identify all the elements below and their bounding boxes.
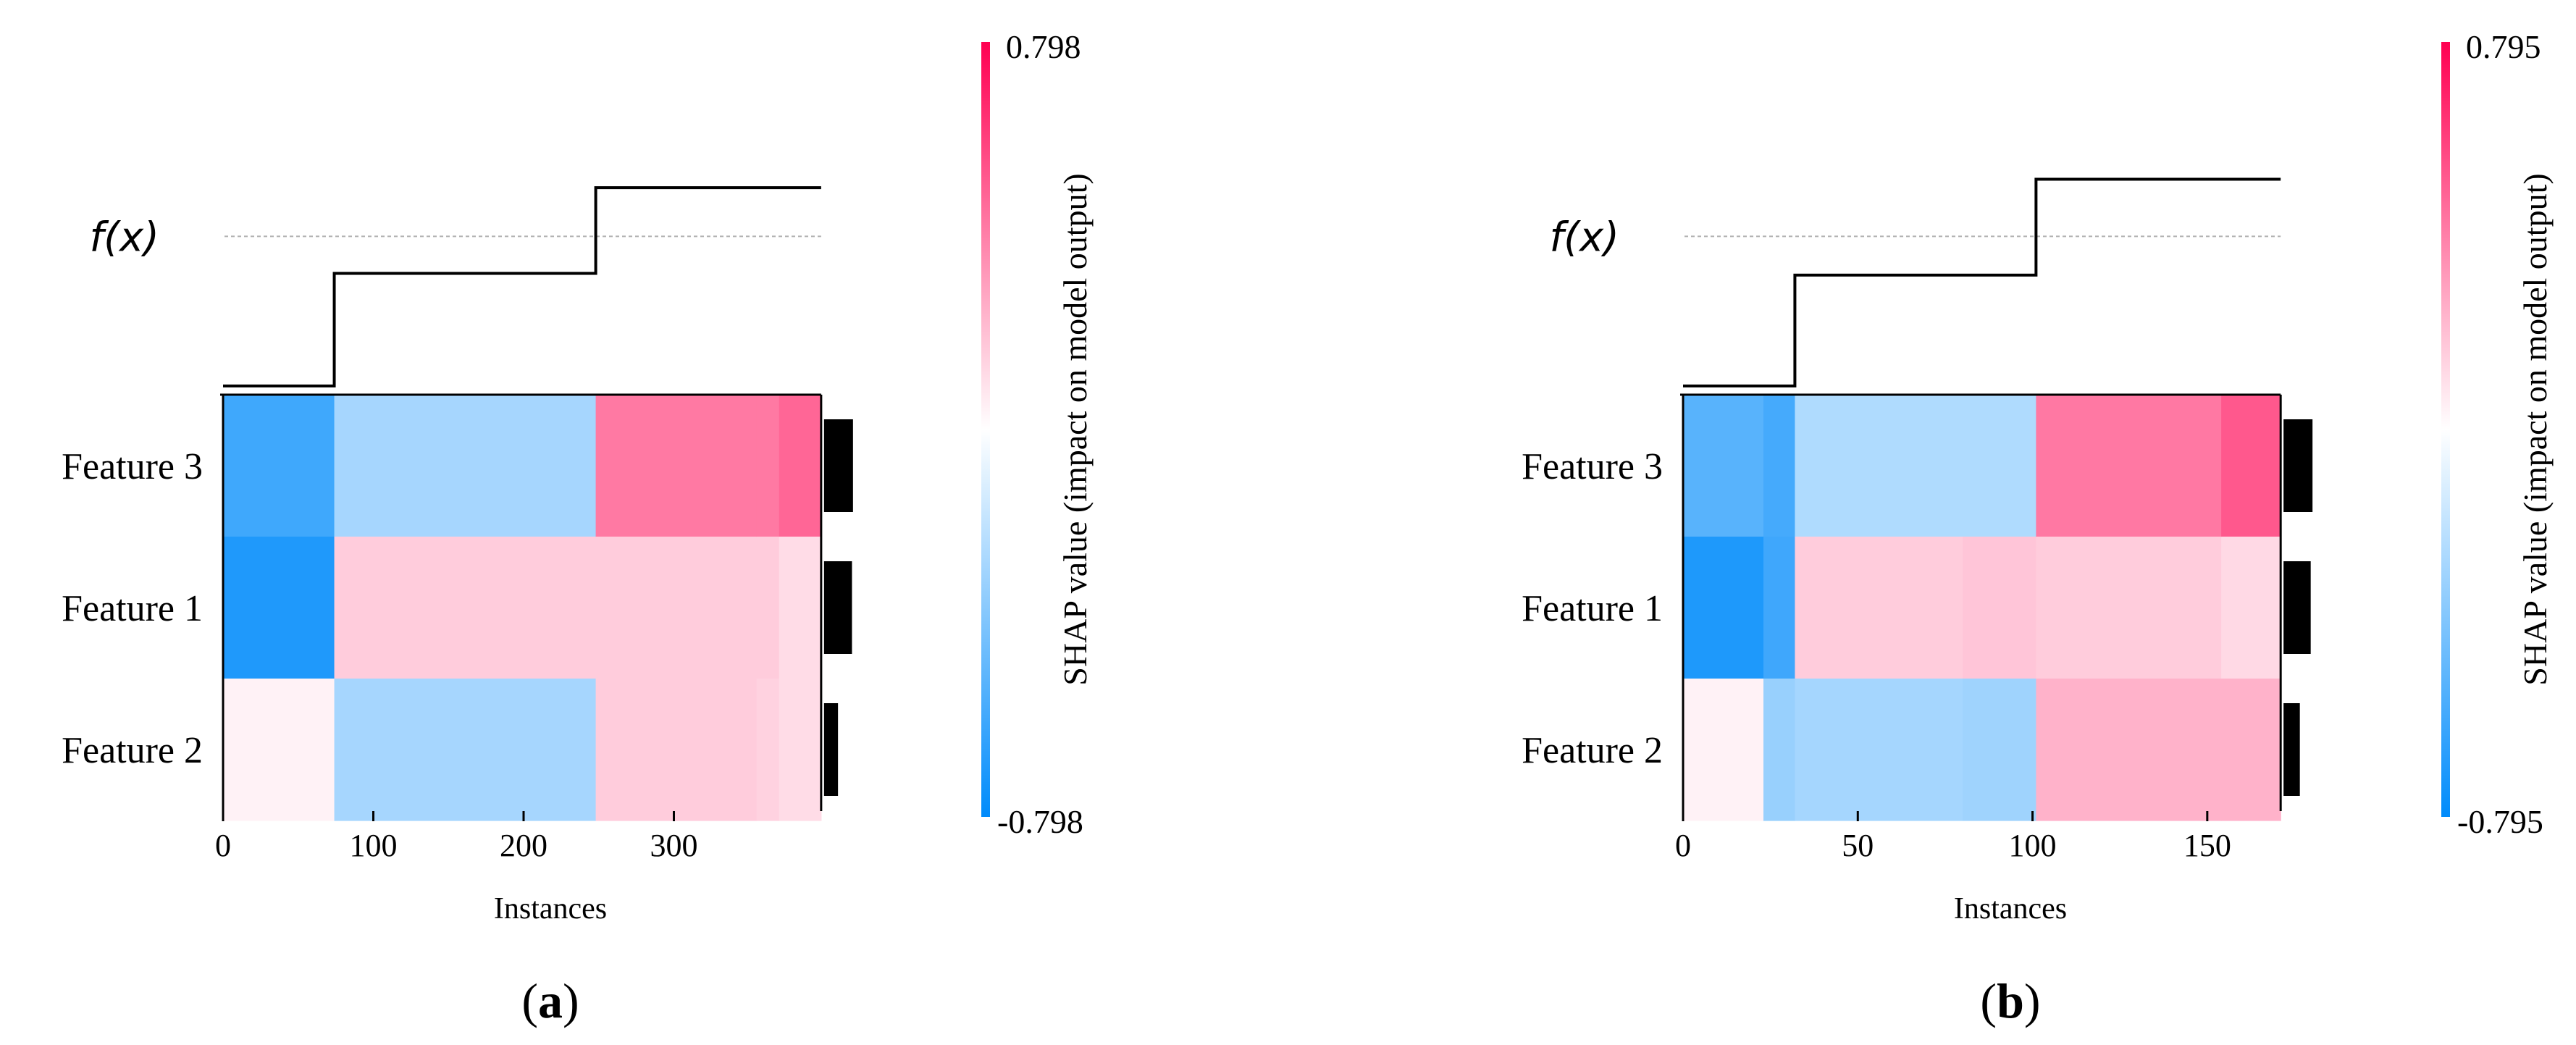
heatmap-cell <box>2036 537 2222 679</box>
x-axis-label: Instances <box>494 892 607 926</box>
heatmap-cell <box>2036 679 2222 821</box>
colorbar-min-label: -0.798 <box>997 803 1083 840</box>
panel-label: (b) <box>1980 973 2040 1028</box>
fx-step-line <box>223 186 821 388</box>
colorbar-label: SHAP value (impact on model output) <box>2517 173 2554 685</box>
heatmap-cell <box>1795 537 1963 679</box>
heatmap-panel-a: f(x) Feature 3 Feature 1 Feature 2 0 100 200 30… <box>62 28 1094 1028</box>
heatmap-cell <box>334 679 597 821</box>
heatmap-cell <box>1683 395 1764 537</box>
heatmap-panel-b: f(x) Feature 3 Feature 1 Feature 2 0 50 100 150… <box>1522 28 2554 1028</box>
feature-label: Feature 1 <box>62 588 203 629</box>
heatmap-cell <box>779 395 822 537</box>
colorbar-label: SHAP value (impact on model output) <box>1057 173 1094 685</box>
feature-label: Feature 3 <box>62 446 203 487</box>
heatmap-cell <box>1763 537 1796 679</box>
heatmap-cell <box>756 537 780 679</box>
importance-bar <box>2283 703 2300 796</box>
heatmap-cell <box>2221 679 2281 821</box>
feature-label: Feature 3 <box>1522 446 1663 487</box>
heatmap-cell <box>779 537 822 679</box>
heatmap-cell <box>2221 537 2281 679</box>
fx-label: f(x) <box>89 214 159 261</box>
x-tick-label: 150 <box>2183 828 2231 863</box>
colorbar <box>2441 42 2450 817</box>
heatmap-cell <box>2221 395 2281 537</box>
heatmap-cell <box>756 679 780 821</box>
heatmap-cell <box>595 679 758 821</box>
fx-label: f(x) <box>1549 214 1619 261</box>
heatmap-cell <box>223 679 335 821</box>
feature-label: Feature 1 <box>1522 588 1663 629</box>
heatmap-cell <box>1963 679 2036 821</box>
heatmap-cell <box>1963 395 2036 537</box>
heatmap-cell <box>1683 679 1764 821</box>
heatmap-cell <box>223 395 335 537</box>
x-tick-label: 300 <box>650 828 698 863</box>
x-tick-label: 200 <box>500 828 547 863</box>
heatmap-cell <box>223 537 335 679</box>
heatmap-cell <box>1763 395 1796 537</box>
heatmap-cell <box>2036 395 2222 537</box>
colorbar-max-label: 0.795 <box>2466 28 2541 65</box>
feature-label: Feature 2 <box>1522 730 1663 771</box>
heatmap-cell <box>334 395 597 537</box>
colorbar-max-label: 0.798 <box>1006 28 1081 65</box>
importance-bar <box>823 419 853 512</box>
x-axis-label: Instances <box>1954 892 2067 926</box>
importance-bar <box>823 703 839 796</box>
heatmap-cell <box>334 537 597 679</box>
colorbar-min-label: -0.795 <box>2457 803 2543 840</box>
heatmap-cell <box>1795 679 1963 821</box>
colorbar <box>981 42 990 817</box>
x-tick-label: 0 <box>215 828 231 863</box>
x-tick-label: 100 <box>350 828 398 863</box>
heatmap-cell <box>1763 679 1796 821</box>
heatmap-cell <box>1795 395 1963 537</box>
heatmap-cell <box>756 395 780 537</box>
heatmap-cell <box>595 537 758 679</box>
heatmap-cell <box>1683 537 1764 679</box>
importance-bar <box>2283 561 2311 654</box>
feature-label: Feature 2 <box>62 730 203 771</box>
x-tick-label: 100 <box>2009 828 2057 863</box>
importance-bar <box>2283 419 2313 512</box>
importance-bar <box>823 561 852 654</box>
heatmap-cell <box>779 679 822 821</box>
heatmap-cell <box>1963 537 2036 679</box>
x-tick-label: 50 <box>1842 828 1874 863</box>
fx-step-line <box>1683 177 2281 388</box>
heatmap-cell <box>595 395 758 537</box>
panel-label: (a) <box>521 973 579 1028</box>
x-tick-label: 0 <box>1675 828 1691 863</box>
